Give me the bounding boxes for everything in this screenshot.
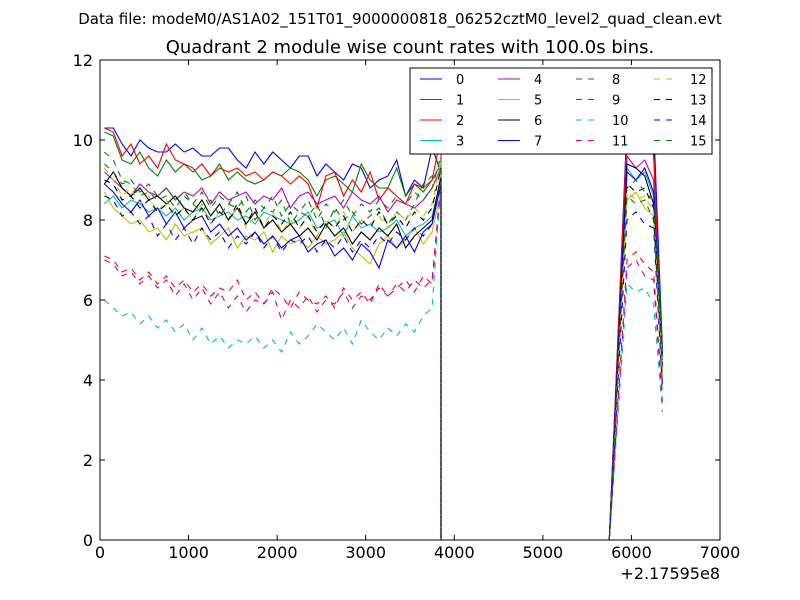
y-tick-label: 4 xyxy=(83,371,93,390)
y-tick-label: 0 xyxy=(83,531,93,550)
legend-label-13: 13 xyxy=(690,94,707,109)
series-layer xyxy=(103,111,663,541)
y-tick-label: 2 xyxy=(83,451,93,470)
y-tick-label: 8 xyxy=(83,211,93,230)
legend-label-14: 14 xyxy=(690,114,707,129)
series-line-13 xyxy=(104,167,663,541)
x-tick-label: 5000 xyxy=(522,543,563,562)
x-tick-label: 7000 xyxy=(700,543,741,562)
legend-label-6: 6 xyxy=(534,114,542,129)
series-line-1 xyxy=(104,126,663,541)
legend-label-15: 15 xyxy=(690,135,707,150)
series-line-6 xyxy=(103,163,663,541)
legend-label-12: 12 xyxy=(690,73,707,88)
series-line-15 xyxy=(104,155,663,541)
legend-label-0: 0 xyxy=(456,73,464,88)
y-tick-label: 10 xyxy=(73,131,93,150)
legend-label-3: 3 xyxy=(456,135,464,150)
series-line-12 xyxy=(103,159,663,541)
series-line-11 xyxy=(104,179,663,541)
series-line-2 xyxy=(104,127,663,541)
legend-label-10: 10 xyxy=(612,114,629,129)
x-tick-label: 6000 xyxy=(611,543,652,562)
chart-title: Quadrant 2 module wise count rates with … xyxy=(166,37,655,58)
series-line-8 xyxy=(104,151,663,541)
legend-label-1: 1 xyxy=(456,94,464,109)
legend-label-11: 11 xyxy=(612,135,629,150)
series-line-14 xyxy=(104,183,663,541)
legend-label-5: 5 xyxy=(534,94,542,109)
x-tick-label: 2000 xyxy=(257,543,298,562)
y-tick-label: 12 xyxy=(73,51,93,70)
x-tick-label: 1000 xyxy=(168,543,209,562)
chart-suptitle: Data file: modeM0/AS1A02_151T01_90000008… xyxy=(78,10,722,29)
x-tick-label: 3000 xyxy=(345,543,386,562)
series-line-10 xyxy=(104,179,663,541)
x-tick-label: 4000 xyxy=(434,543,475,562)
legend-label-9: 9 xyxy=(612,94,620,109)
y-tick-label: 6 xyxy=(83,291,93,310)
legend-label-4: 4 xyxy=(534,73,542,88)
legend-label-7: 7 xyxy=(534,135,542,150)
legend-box xyxy=(409,67,713,155)
x-tick-label: 0 xyxy=(95,543,105,562)
legend-label-8: 8 xyxy=(612,73,620,88)
x-offset-text: +2.17595e8 xyxy=(620,564,720,583)
legend-label-2: 2 xyxy=(456,114,464,129)
